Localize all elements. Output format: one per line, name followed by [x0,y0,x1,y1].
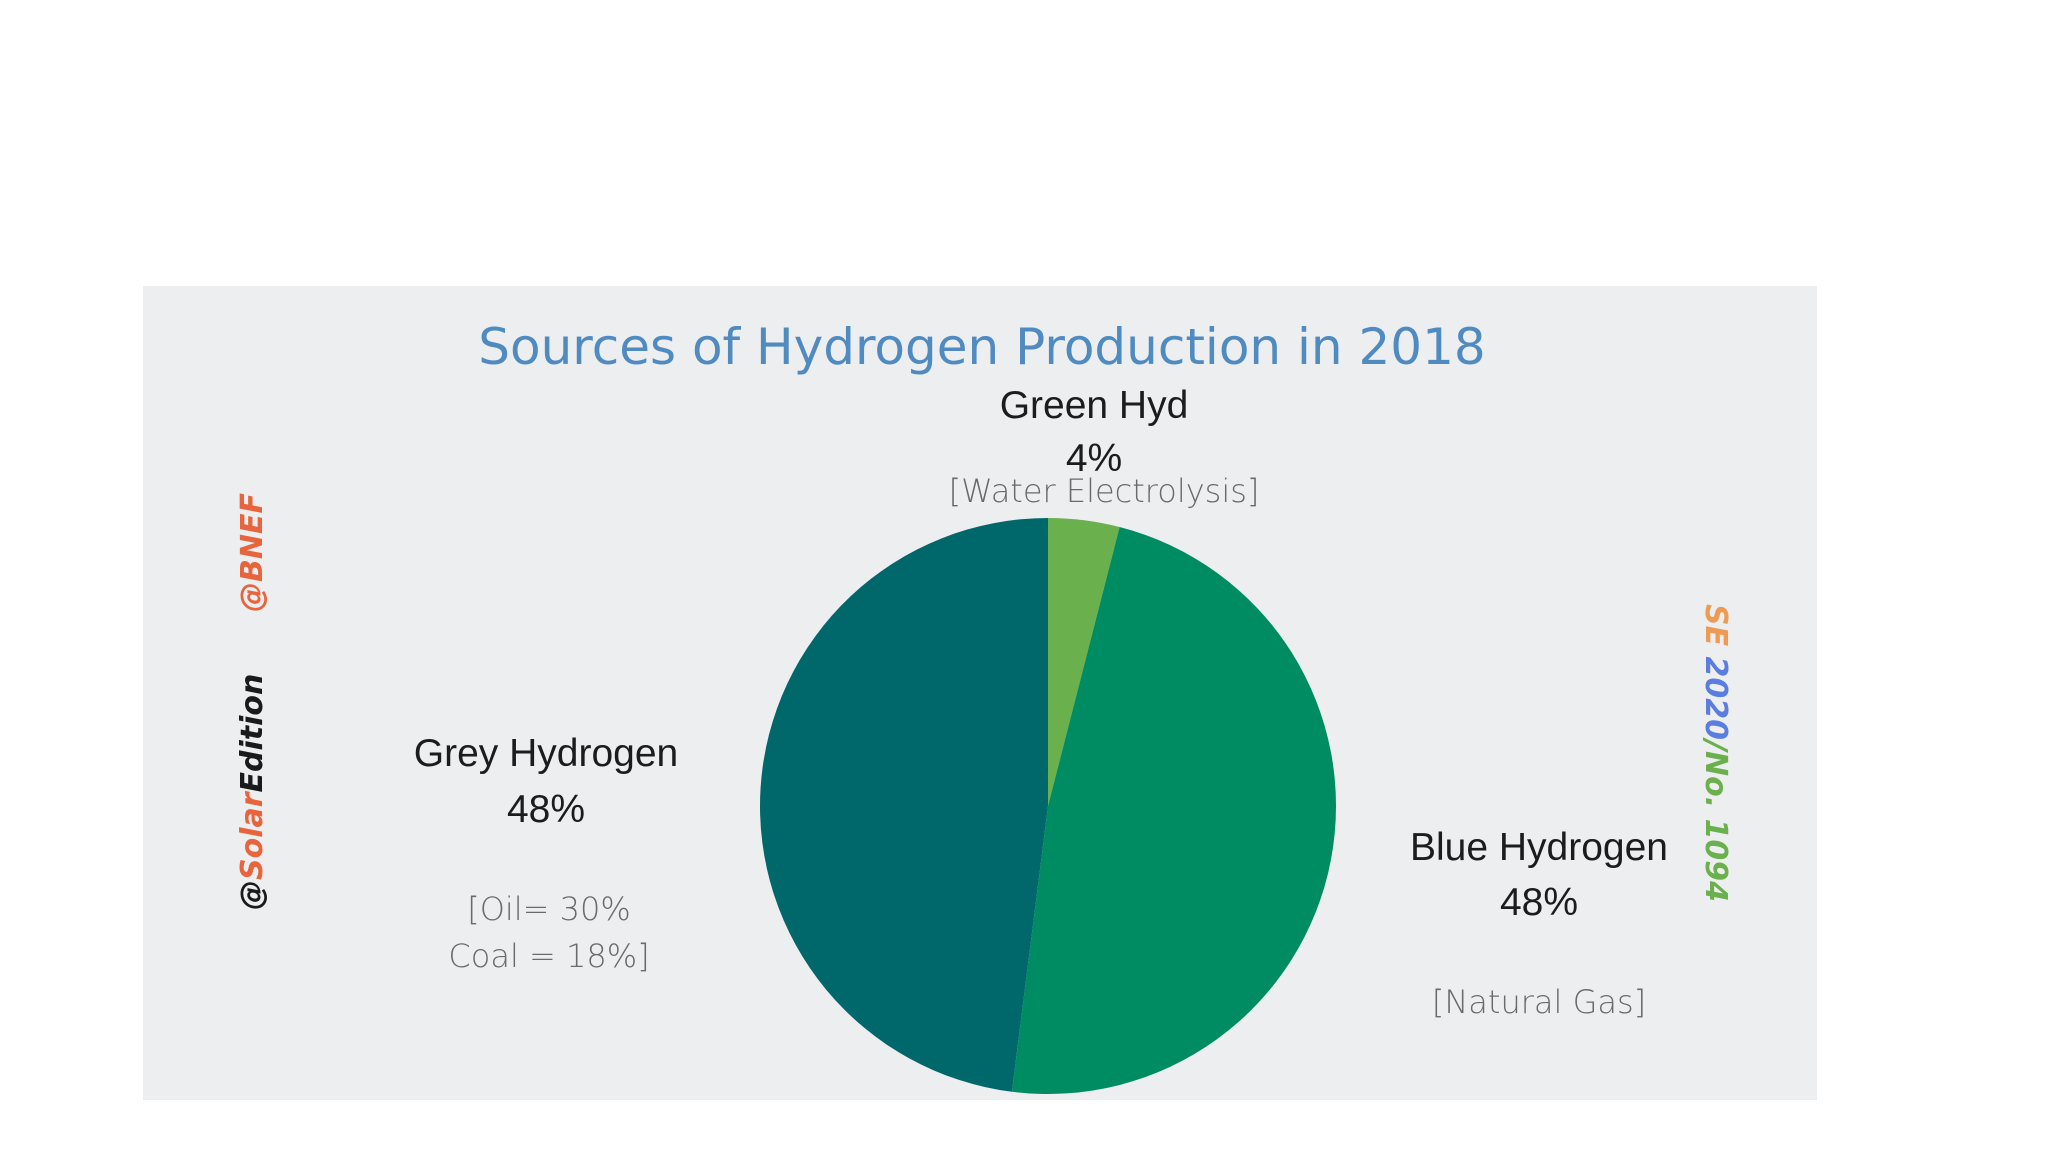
slice-label-green-detail: [Water Electrolysis] [949,472,1260,510]
watermark-solaredition-edition: Edition [235,674,270,793]
watermark-solaredition-at: @ [235,880,270,910]
watermark-se-year: 2020 [1698,657,1733,741]
slice-label-grey-name: Grey Hydrogen [414,732,678,775]
pie-slice-green-hyd [1048,518,1120,806]
slice-label-blue-value: 48% [1500,881,1578,924]
slice-label-grey-value: 48% [507,788,585,831]
slice-label-green-name: Green Hyd [1000,384,1189,427]
watermark-solaredition: @SolarEdition [235,674,270,910]
pie-slices [760,518,1336,1094]
slice-label-green-value: 4% [1066,437,1122,480]
watermark-se-prefix: SE [1698,604,1733,657]
watermark-bnef: @BNEF [235,493,270,612]
chart-title: Sources of Hydrogen Production in 2018 [478,318,1485,376]
pie-slice-grey-hydrogen [760,518,1048,1092]
slice-label-grey-detail-2: Coal = 18%] [448,937,649,975]
pie-slice-blue-hydrogen [1011,527,1336,1094]
watermark-se-number: SE 2020/No. 1094 [1698,604,1733,902]
slice-label-blue-detail: [Natural Gas] [1432,983,1646,1021]
watermark-se-no: /No. 1094 [1698,737,1733,902]
slice-label-grey-detail-1: [Oil= 30% [467,890,631,928]
watermark-solaredition-solar: Solar [235,790,270,880]
slice-label-blue-name: Blue Hydrogen [1410,826,1668,869]
